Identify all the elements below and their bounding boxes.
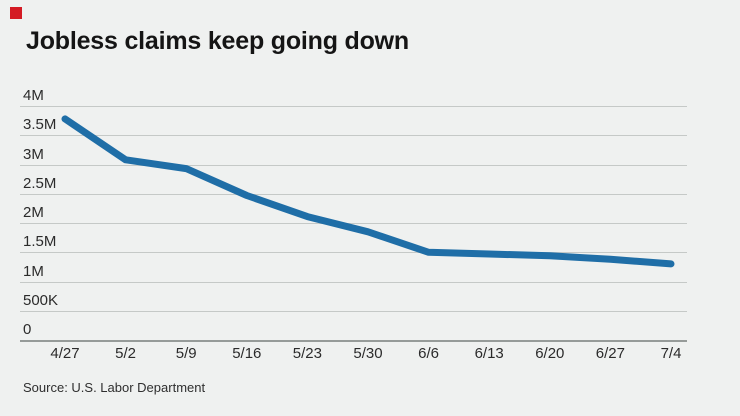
x-axis-tick-label: 6/13: [474, 345, 504, 362]
gridline: [20, 106, 687, 107]
x-axis-tick-label: 5/9: [175, 345, 197, 362]
y-axis-tick-label: 0: [23, 321, 32, 338]
x-axis-tick-label: 6/27: [595, 345, 625, 362]
x-axis-tick-label: 4/27: [50, 345, 80, 362]
gridline: [20, 252, 687, 254]
x-axis-tick-label: 6/6: [418, 345, 440, 362]
x-axis-line: [20, 339, 687, 342]
gridline: [20, 310, 687, 312]
gridline: [20, 281, 687, 283]
x-axis-tick-label: 5/2: [115, 345, 137, 362]
claims-trend-line: [61, 115, 675, 268]
y-axis-tick-label: 2M: [23, 204, 44, 221]
y-axis-tick-label: 3.5M: [23, 116, 57, 134]
chart-title: Jobless claims keep going down: [26, 27, 409, 55]
x-axis-tick-label: 5/16: [232, 345, 262, 362]
y-axis-tick-label: 4M: [23, 87, 44, 104]
x-axis-tick-label: 6/20: [535, 345, 565, 362]
x-axis-tick-label: 7/4: [660, 345, 682, 362]
y-axis-tick-label: 1.5M: [23, 233, 57, 251]
y-axis-tick-label: 1M: [23, 262, 44, 280]
gridline: [20, 193, 687, 195]
y-axis-tick-label: 3M: [23, 145, 44, 163]
gridline: [20, 164, 687, 166]
x-axis-tick-label: 5/23: [292, 345, 322, 362]
source-attribution: Source: U.S. Labor Department: [23, 380, 206, 395]
y-axis-tick-label: 500K: [23, 291, 59, 309]
gridline: [20, 135, 687, 137]
y-axis-tick-label: 2.5M: [23, 174, 57, 192]
brand-logo-square-icon: [10, 7, 22, 19]
gridline: [20, 223, 687, 224]
x-axis-tick-label: 5/30: [353, 345, 383, 362]
